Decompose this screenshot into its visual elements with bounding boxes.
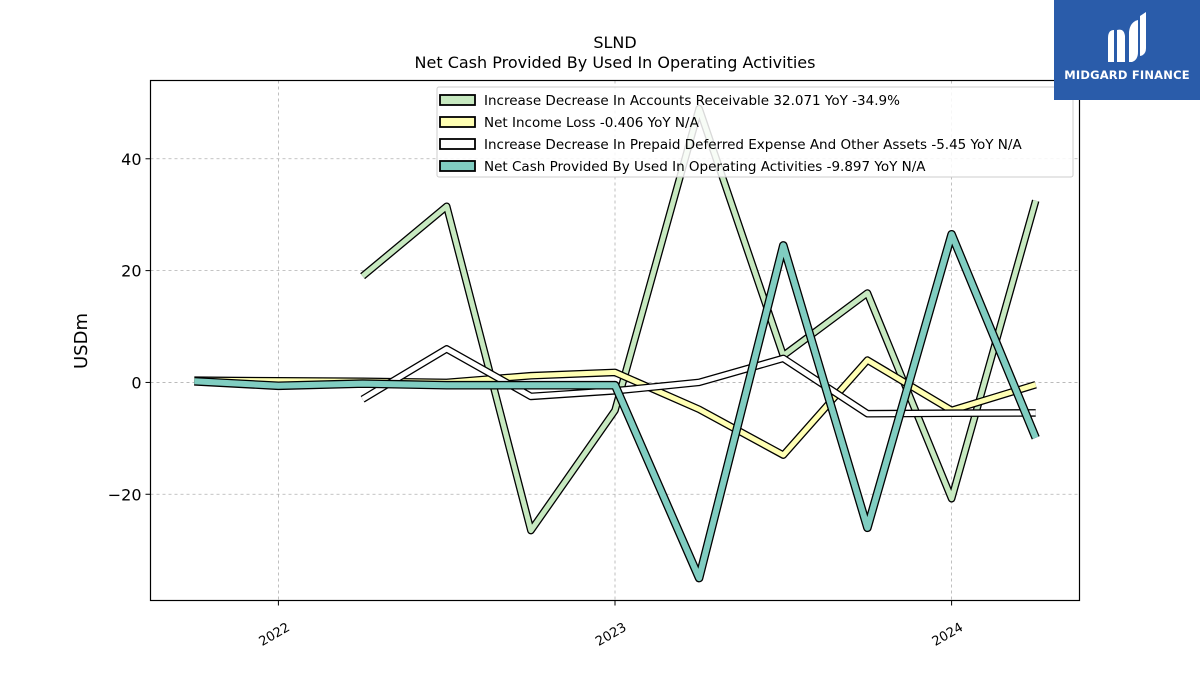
y-tick-label: 20 xyxy=(121,262,141,281)
x-tick-label: 2022 xyxy=(257,620,293,650)
legend-label: Increase Decrease In Accounts Receivable… xyxy=(484,93,900,109)
series-line xyxy=(194,231,1039,582)
legend-label: Net Cash Provided By Used In Operating A… xyxy=(484,159,926,175)
chart-ticker: SLND xyxy=(593,33,636,52)
legend-frame xyxy=(436,86,1074,178)
x-tick-label: 2023 xyxy=(593,620,629,650)
legend: Increase Decrease In Accounts Receivable… xyxy=(436,86,1074,178)
legend-swatch xyxy=(439,94,476,106)
y-tick-label: 40 xyxy=(121,150,141,169)
chart-title: Net Cash Provided By Used In Operating A… xyxy=(415,53,816,72)
y-axis-label: USDm xyxy=(71,313,92,369)
series-3 xyxy=(194,230,1040,583)
midgard-logo-icon xyxy=(1108,12,1146,63)
x-tick-label: 2024 xyxy=(930,620,966,650)
legend-swatch xyxy=(439,138,476,150)
y-tick-label: 0 xyxy=(131,373,141,392)
logo: MIDGARD FINANCE xyxy=(1054,0,1200,100)
series-2 xyxy=(360,345,1036,418)
legend-swatch xyxy=(439,160,476,172)
y-tick-label: −20 xyxy=(108,485,142,504)
series-line xyxy=(361,346,1036,417)
legend-label: Net Income Loss -0.406 YoY N/A xyxy=(484,115,700,131)
legend-label: Increase Decrease In Prepaid Deferred Ex… xyxy=(484,137,1022,153)
logo-text: MIDGARD FINANCE xyxy=(1064,68,1190,82)
legend-swatch xyxy=(439,116,476,128)
